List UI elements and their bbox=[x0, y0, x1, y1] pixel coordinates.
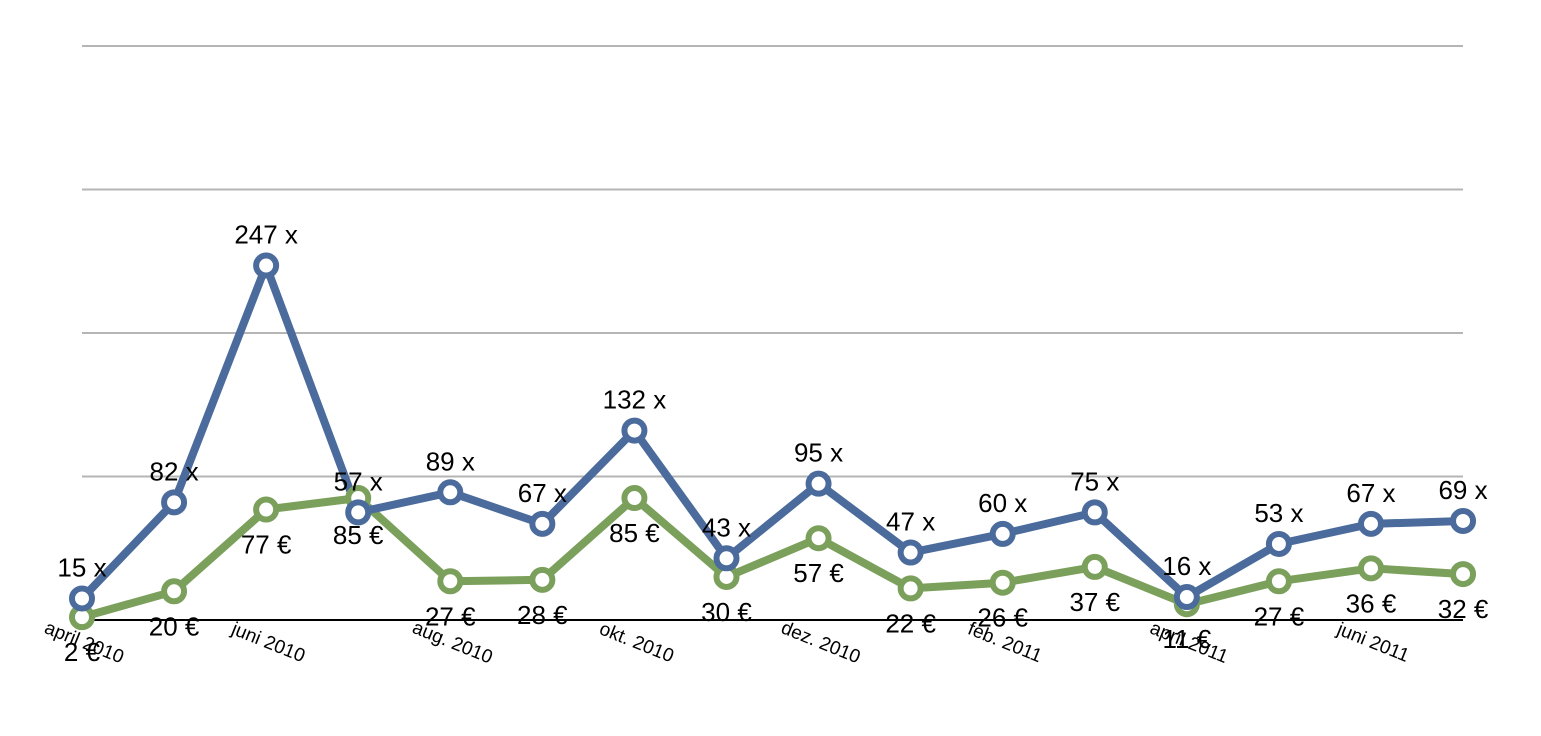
data-label: 85 € bbox=[609, 518, 660, 548]
data-label: 26 € bbox=[977, 603, 1028, 633]
data-point bbox=[161, 489, 188, 516]
x-tick-label: juni 2011 bbox=[1333, 619, 1412, 667]
x-tick-label: okt. 2010 bbox=[596, 619, 676, 668]
data-label: 69 x bbox=[1438, 475, 1487, 505]
data-point bbox=[253, 252, 280, 279]
data-label: 22 € bbox=[885, 608, 936, 638]
data-label: 37 € bbox=[1069, 587, 1120, 617]
data-label: 28 € bbox=[517, 600, 568, 630]
data-label: 85 € bbox=[333, 520, 384, 550]
data-label: 20 € bbox=[149, 611, 200, 641]
data-point bbox=[621, 485, 648, 512]
data-point bbox=[897, 575, 924, 602]
data-label: 247 x bbox=[234, 220, 298, 250]
data-label: 75 x bbox=[1070, 466, 1119, 496]
data-markers bbox=[69, 252, 1477, 631]
data-label: 30 € bbox=[701, 597, 752, 627]
data-label: 53 x bbox=[1254, 498, 1303, 528]
data-point bbox=[1265, 568, 1292, 595]
data-point bbox=[805, 470, 832, 497]
data-point bbox=[437, 568, 464, 595]
data-label: 132 x bbox=[603, 385, 667, 415]
data-label: 27 € bbox=[1254, 601, 1305, 631]
series-lines bbox=[78, 261, 1467, 622]
data-point bbox=[529, 510, 556, 537]
data-point bbox=[1450, 507, 1477, 534]
data-label: 57 € bbox=[793, 558, 844, 588]
data-point bbox=[161, 578, 188, 605]
data-point bbox=[621, 417, 648, 444]
data-label: 2 € bbox=[64, 637, 101, 667]
data-point bbox=[1173, 584, 1200, 611]
data-point bbox=[805, 525, 832, 552]
data-label: 57 x bbox=[334, 466, 383, 496]
data-label: 82 x bbox=[149, 456, 198, 486]
data-point bbox=[989, 569, 1016, 596]
data-label: 15 x bbox=[57, 552, 106, 582]
data-label: 27 € bbox=[425, 601, 476, 631]
x-tick-label: dez. 2010 bbox=[778, 618, 863, 669]
data-label: 95 x bbox=[794, 438, 843, 468]
data-point bbox=[1357, 555, 1384, 582]
data-label: 16 x bbox=[1162, 551, 1211, 581]
x-tick-label: juni 2010 bbox=[228, 618, 308, 667]
data-point bbox=[1265, 530, 1292, 557]
data-label: 77 € bbox=[241, 530, 292, 560]
data-point bbox=[1081, 499, 1108, 526]
series-line-1 bbox=[78, 261, 1467, 603]
data-point bbox=[69, 585, 95, 612]
gridlines bbox=[82, 45, 1463, 621]
data-point bbox=[713, 545, 740, 572]
data-point bbox=[1357, 510, 1384, 537]
data-point bbox=[989, 520, 1016, 547]
data-label: 32 € bbox=[1438, 594, 1489, 624]
data-label: 11 € bbox=[1162, 624, 1211, 654]
data-point bbox=[345, 499, 372, 526]
data-point bbox=[1081, 553, 1108, 580]
data-label: 47 x bbox=[886, 507, 935, 537]
data-point bbox=[437, 479, 464, 506]
data-label: 60 x bbox=[978, 488, 1027, 518]
data-label: 36 € bbox=[1346, 588, 1397, 618]
data-label: 67 x bbox=[518, 478, 567, 508]
data-point bbox=[897, 539, 924, 566]
data-label: 67 x bbox=[1346, 478, 1395, 508]
data-label: 43 x bbox=[702, 512, 751, 542]
series-line-2 bbox=[78, 494, 1467, 622]
data-point bbox=[529, 566, 556, 593]
data-point bbox=[253, 496, 280, 523]
data-labels: 15 x 82 x 247 x 57 x 89 x 67 x 132 x 43 x 95 x 47… bbox=[57, 220, 1488, 668]
data-label: 89 x bbox=[426, 446, 475, 476]
data-point bbox=[1450, 561, 1477, 588]
